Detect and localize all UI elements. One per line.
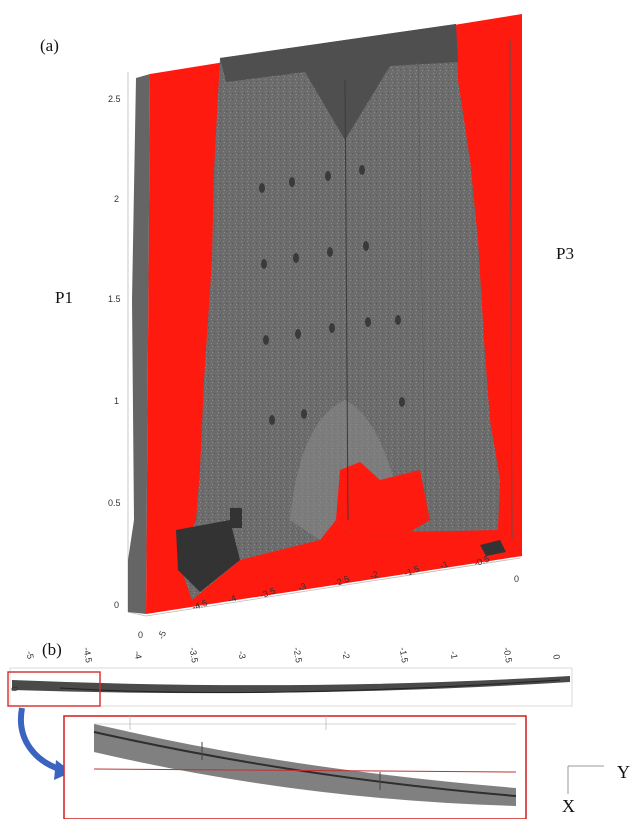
- bottom-tick: 0: [138, 630, 144, 640]
- red-intrusion: [336, 462, 430, 540]
- top-dark-band: [220, 24, 458, 140]
- b-tick: -2: [340, 650, 352, 660]
- axis-y-label: Y: [617, 762, 630, 782]
- panel-a-label: (a): [40, 36, 59, 55]
- axis-x-label: X: [562, 796, 575, 816]
- p1-label: P1: [55, 288, 73, 307]
- v-tick: 2.5: [108, 94, 121, 104]
- v-tick: 2: [114, 194, 120, 204]
- v-tick: 1: [114, 396, 120, 406]
- bottom-tick: 0: [514, 574, 520, 584]
- b-tick: -1: [448, 650, 460, 660]
- b-tick: -3: [236, 650, 248, 660]
- v-tick: 1.5: [108, 294, 121, 304]
- b-tick: -4: [132, 650, 144, 660]
- p3-label: P3: [556, 244, 574, 263]
- wall-surface-cloud: [178, 24, 500, 600]
- wall-p1-strip: [128, 74, 150, 614]
- v-tick: 0.5: [108, 498, 121, 508]
- v-tick: 0: [114, 600, 120, 610]
- panel-b-label: (b): [42, 640, 62, 659]
- b-tick: -5: [24, 650, 36, 660]
